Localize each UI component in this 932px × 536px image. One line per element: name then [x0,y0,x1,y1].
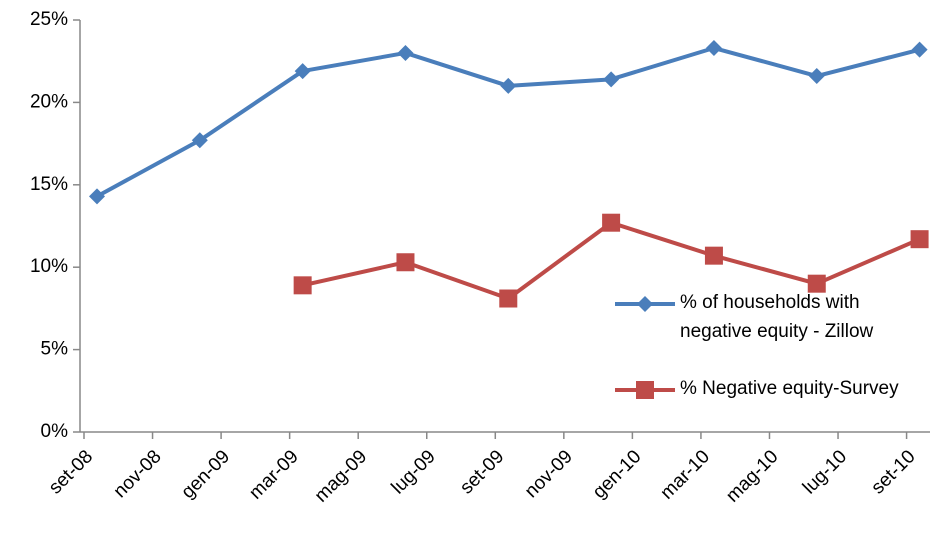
marker [808,68,825,85]
legend-label: % Negative equity-Survey [680,378,899,399]
marker [704,246,723,265]
y-tick-label: 25% [30,9,68,30]
y-tick-label: 15% [30,174,68,195]
series-line [507,221,613,301]
marker [637,296,653,312]
marker [499,289,518,308]
x-tick-label: mag-10 [722,446,782,506]
x-tick-label: mar-10 [657,446,714,503]
x-tick-label: gen-09 [177,446,234,503]
series-line [713,46,818,78]
series-line [815,237,921,286]
series-line [302,50,406,74]
x-tick-label: set-10 [867,446,919,498]
y-tick-label: 0% [41,421,69,442]
marker [397,44,414,61]
marker [603,71,620,88]
series-line [816,47,921,78]
series-line [198,69,304,142]
x-tick-label: gen-10 [589,446,646,503]
marker [293,276,312,295]
x-tick-label: mar-09 [245,446,302,503]
y-tick-label: 20% [30,91,68,112]
y-tick-label: 5% [41,339,69,360]
series-line [508,77,612,88]
marker [294,63,311,80]
x-tick-label: lug-10 [799,446,851,498]
series-line [713,253,818,286]
marker [807,274,826,293]
marker [602,213,621,232]
x-tick-label: nov-09 [521,446,577,502]
marker [191,132,208,149]
series-line [404,260,509,301]
x-tick-label: set-08 [45,446,97,498]
series-line [610,220,715,258]
marker [396,253,415,272]
legend-label: % of households with negative equity - Z… [680,292,874,342]
x-tick-label: nov-08 [110,446,166,502]
x-tick-label: lug-09 [388,446,440,498]
marker [89,188,105,205]
marker [500,77,517,94]
x-tick-label: mag-09 [311,446,371,506]
series-line [96,138,201,199]
x-tick-label: set-09 [456,446,508,498]
series-line [610,46,715,82]
marker [636,381,654,399]
marker [910,230,929,249]
series-line [302,260,406,288]
y-tick-label: 10% [30,256,68,277]
marker [911,41,928,58]
series-line [404,51,509,88]
marker [705,40,722,57]
